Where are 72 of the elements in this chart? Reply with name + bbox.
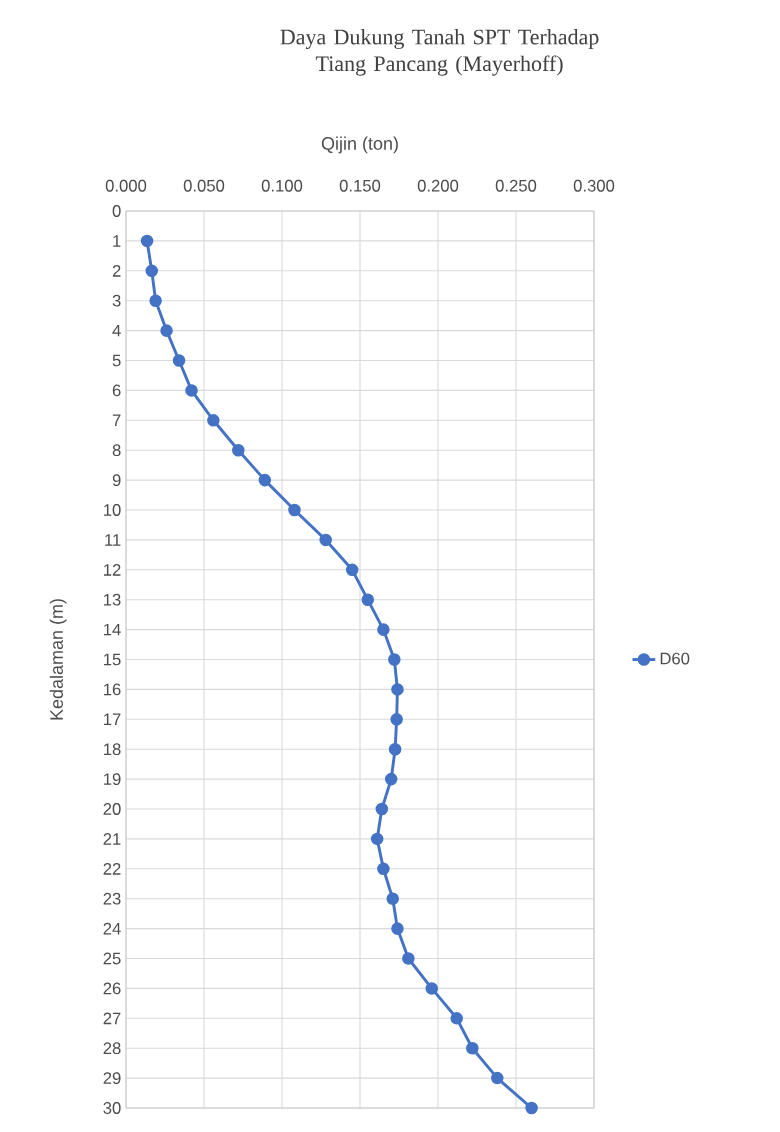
point (319, 533, 332, 547)
legend-label: D60 (660, 652, 690, 665)
point (390, 713, 403, 726)
y-tick-label: 23 (103, 892, 121, 905)
y-tick-label: 0 (112, 205, 121, 217)
y-axis-title: Kedalaman (m) (49, 599, 67, 720)
x-tick-label: 0.300 (573, 179, 615, 192)
point (386, 892, 400, 905)
point (377, 623, 390, 636)
point (402, 952, 415, 965)
x-axis-title: Qijin (ton) (321, 136, 398, 154)
point (391, 683, 404, 696)
point (425, 982, 439, 995)
chart-title: Daya Dukung Tanah SPT Terhadap Tiang Pancang (Mayerhoff) (280, 28, 599, 76)
y-tick-label: 25 (103, 952, 121, 965)
y-tick-label: 4 (112, 324, 121, 337)
y-tick-label: 24 (103, 922, 121, 935)
y-tick-label: 7 (112, 414, 121, 427)
x-tick-label: 0.150 (339, 179, 381, 192)
point (466, 1041, 479, 1055)
y-tick-label: 2 (112, 265, 121, 277)
y-tick-label: 1 (113, 235, 121, 247)
x-tick-label: 0.000 (105, 179, 147, 192)
x-tick-label: 0.250 (495, 179, 537, 192)
point (388, 653, 401, 666)
y-tick-label: 11 (105, 534, 121, 546)
y-tick-label: 28 (103, 1042, 121, 1055)
point (361, 593, 375, 606)
point (145, 264, 159, 278)
point (345, 563, 359, 577)
point (258, 473, 272, 487)
x-tick-label: 0.200 (417, 179, 459, 192)
y-tick-label: 14 (104, 623, 121, 636)
y-tick-label: 26 (103, 982, 121, 995)
x-tick-label: 0.050 (183, 179, 225, 192)
y-tick-label: 12 (104, 564, 121, 576)
point (288, 503, 301, 517)
point (172, 354, 186, 367)
point (377, 862, 390, 876)
point (450, 1012, 463, 1025)
y-tick-label: 21 (103, 833, 121, 845)
y-tick-label: 15 (104, 653, 121, 666)
point (491, 1071, 504, 1085)
point (232, 443, 245, 457)
y-tick-label: 5 (112, 354, 121, 367)
y-tick-label: 29 (103, 1072, 121, 1085)
y-tick-label: 9 (112, 474, 121, 487)
point (140, 234, 154, 248)
y-tick-label: 22 (103, 863, 121, 875)
y-tick-label: 27 (103, 1012, 121, 1025)
point (207, 414, 220, 427)
point (391, 922, 404, 935)
y-tick-label: 19 (104, 773, 121, 786)
point (370, 832, 384, 846)
y-tick-label: 30 (103, 1102, 121, 1114)
x-tick-label: 0.100 (261, 179, 303, 192)
point (525, 1101, 538, 1115)
point (149, 294, 162, 307)
y-tick-label: 8 (112, 444, 121, 457)
y-tick-label: 20 (103, 803, 121, 815)
y-tick-label: 3 (112, 294, 121, 307)
point (384, 772, 398, 786)
y-tick-label: 13 (104, 593, 121, 606)
point (160, 324, 173, 337)
point (185, 384, 198, 397)
y-tick-label: 10 (104, 504, 121, 516)
point (388, 742, 402, 756)
y-tick-label: 16 (104, 683, 121, 696)
y-tick-label: 18 (104, 743, 121, 756)
y-tick-label: 6 (112, 384, 121, 397)
y-tick-label: 17 (104, 713, 121, 726)
point (375, 802, 389, 816)
